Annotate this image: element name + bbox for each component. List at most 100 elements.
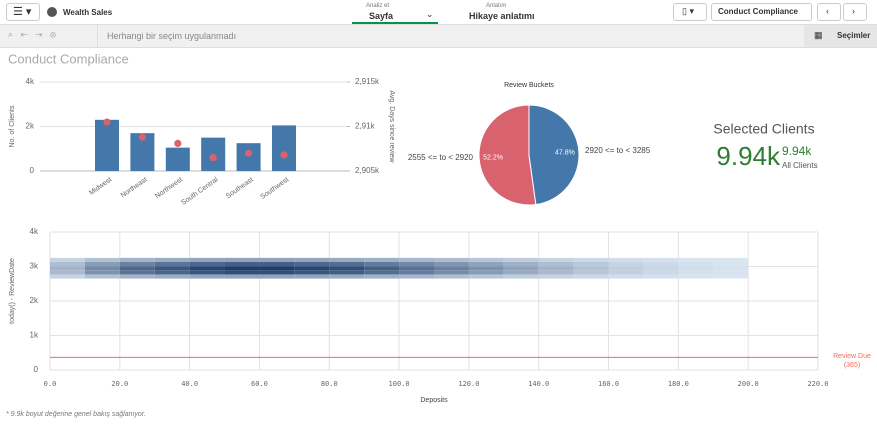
density-cell (538, 257, 574, 263)
density-cell (259, 270, 295, 275)
density-cell (643, 257, 679, 263)
x-tick-label: 120.0 (458, 380, 479, 388)
prev-sheet[interactable]: ‹ (817, 3, 841, 21)
narrate-label: Anlatım (486, 3, 507, 9)
density-cell (294, 274, 330, 279)
density-cell (329, 266, 365, 271)
density-cell (399, 270, 434, 275)
density-cell (573, 266, 609, 271)
density-cell (189, 262, 225, 267)
density-cell (643, 262, 679, 267)
x-tick-label: 20.0 (111, 380, 128, 388)
selection-status: Herhangi bir seçim uygulanmadı (107, 31, 237, 41)
y-tick-label: 3k (30, 262, 39, 271)
density-cell (468, 274, 504, 279)
density-cell (678, 270, 714, 275)
density-cell (468, 262, 504, 267)
x-tick-label: 200.0 (738, 380, 759, 388)
density-cell (399, 274, 434, 279)
dot (280, 151, 288, 159)
sheet-name: Conduct Compliance (718, 7, 799, 16)
density-cell (119, 274, 155, 279)
x-tick-label: Northeast (120, 176, 149, 199)
density-cell (573, 257, 609, 263)
next-sheet[interactable]: › (843, 3, 867, 21)
density-cell (84, 274, 120, 279)
analyze-label: Analiz et (366, 3, 390, 9)
density-cell (503, 266, 539, 271)
sheet-selector[interactable]: Conduct Compliance (711, 3, 812, 21)
density-cell (50, 257, 85, 263)
density-cell (189, 266, 225, 271)
density-cell (538, 266, 574, 271)
y-axis-title: today() - ReviewDate (9, 258, 16, 324)
footnote: * 9.9k boyut değerine genel bakış sağlan… (6, 411, 146, 418)
pie-slice (478, 104, 537, 206)
x-tick-label: 100.0 (389, 380, 410, 388)
density-cell (50, 266, 85, 271)
menu-button[interactable]: ☰ ▾ (6, 3, 40, 21)
density-cell (50, 262, 85, 267)
density-cell (573, 270, 609, 275)
density-cell (364, 270, 400, 275)
pie-value-label: 52.2% (483, 154, 503, 161)
density-cell (678, 257, 714, 263)
selections-label: Seçimler (837, 31, 871, 40)
density-cell (434, 266, 469, 271)
density-cell (119, 262, 155, 267)
x-tick-label: 60.0 (251, 380, 268, 388)
density-cell (538, 274, 574, 279)
y-tick-label: 2k (30, 296, 39, 305)
reference-value-label: (365) (844, 362, 860, 369)
selections-button[interactable]: ▦ Seçimler (804, 25, 877, 47)
density-cell (608, 270, 644, 275)
y2-tick-label: 2,905k (355, 166, 380, 175)
pie-title: Review Buckets (504, 82, 554, 89)
density-cell (84, 266, 120, 271)
bookmark-button[interactable]: ▯ ▾ (673, 3, 707, 21)
density-cell (259, 257, 295, 263)
density-cell (608, 257, 644, 263)
y2-tick-label: 2,915k (355, 77, 380, 86)
density-cell (434, 274, 469, 279)
density-cell (399, 257, 434, 263)
density-cell (364, 274, 400, 279)
app-name: Wealth Sales (63, 8, 113, 17)
density-cell (294, 266, 330, 271)
x-tick-label: Northwest (154, 176, 184, 200)
density-cell (573, 274, 609, 279)
density-cell (84, 262, 120, 267)
density-cell (713, 257, 749, 263)
density-cell (50, 274, 85, 279)
analyze-tab[interactable]: Sayfa (369, 11, 394, 21)
selection-tools[interactable]: ⌕ ⇤ ⇥ ⊗ (8, 29, 56, 39)
divider (97, 25, 98, 47)
narrate-tab[interactable]: Hikaye anlatımı (469, 11, 535, 21)
density-cell (468, 257, 504, 263)
density-cell (119, 257, 155, 263)
dot (138, 133, 146, 141)
x-tick-label: 160.0 (598, 380, 619, 388)
density-cell (678, 274, 714, 279)
density-cell (643, 274, 679, 279)
density-cell (678, 262, 714, 267)
kpi-value: 9.94k (716, 141, 781, 171)
density-cell (468, 266, 504, 271)
density-cell (608, 274, 644, 279)
density-cell (608, 266, 644, 271)
density-cell (503, 274, 539, 279)
density-cell (329, 257, 365, 263)
x-tick-label: 180.0 (668, 380, 689, 388)
sheet-title: Conduct Compliance (8, 51, 129, 66)
density-cell (538, 270, 574, 275)
selection-bar: ⌕ ⇤ ⇥ ⊗ Herhangi bir seçim uygulanmadı ▦… (0, 25, 877, 48)
density-cell (294, 257, 330, 263)
density-cell (224, 262, 260, 267)
y-axis-title: No. of Clients (9, 105, 16, 148)
kpi-secondary-value: 9.94k (782, 144, 812, 158)
y-tick-label: 4k (26, 77, 35, 86)
density-cell (119, 270, 155, 275)
density-cell (643, 266, 679, 271)
analyze-dropdown[interactable]: ⌄ (426, 9, 434, 19)
